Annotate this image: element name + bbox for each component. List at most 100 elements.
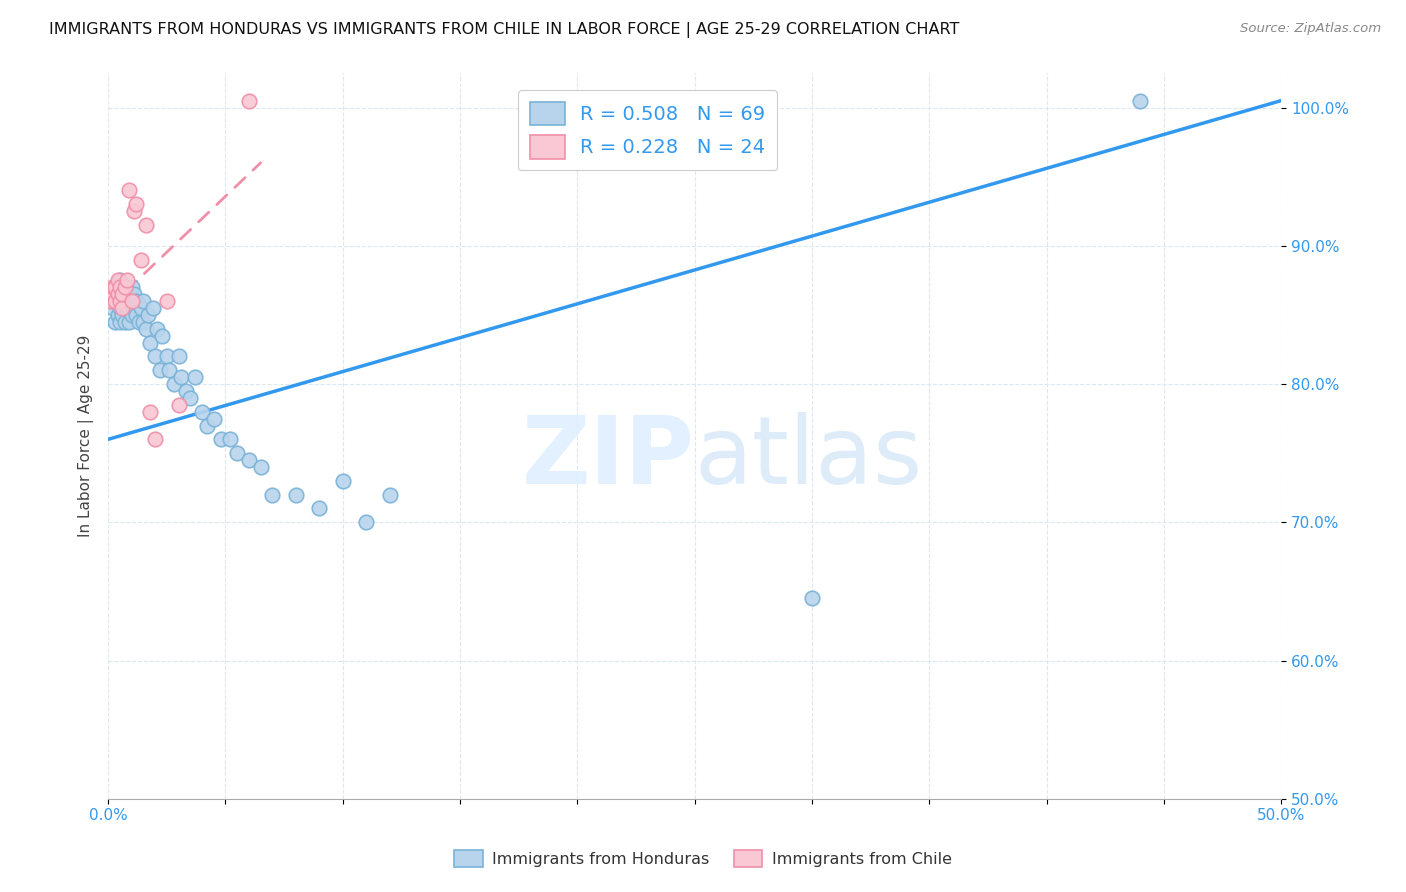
Point [135, 218, 157, 232]
Point [115, 273, 138, 287]
Point [111, 280, 134, 294]
Point [167, 398, 190, 412]
Point [179, 391, 201, 405]
Point [121, 308, 143, 322]
Point [118, 301, 141, 315]
Point [195, 418, 218, 433]
Point [209, 433, 232, 447]
Point [114, 301, 136, 315]
Point [135, 322, 157, 336]
Point [101, 301, 124, 315]
Point [157, 363, 180, 377]
Point [800, 591, 823, 606]
Text: Source: ZipAtlas.com: Source: ZipAtlas.com [1240, 22, 1381, 36]
Point [108, 280, 131, 294]
Point [104, 315, 127, 329]
Point [284, 488, 307, 502]
Point [156, 294, 179, 309]
Point [114, 315, 136, 329]
Point [174, 384, 197, 398]
Point [104, 280, 127, 294]
Point [167, 350, 190, 364]
Point [226, 446, 249, 460]
Point [143, 350, 166, 364]
Point [104, 294, 127, 309]
Point [100, 294, 122, 309]
Point [149, 363, 172, 377]
Point [132, 315, 155, 329]
Point [354, 516, 377, 530]
Point [104, 287, 127, 301]
Text: atlas: atlas [695, 411, 922, 504]
Point [114, 280, 136, 294]
Point [101, 280, 124, 294]
Point [111, 294, 134, 309]
Point [125, 294, 148, 309]
Point [115, 301, 138, 315]
Point [101, 287, 124, 301]
Point [184, 370, 207, 384]
Point [163, 377, 186, 392]
Point [129, 252, 152, 267]
Point [108, 301, 131, 315]
Point [122, 204, 145, 219]
Point [107, 308, 129, 322]
Point [111, 287, 134, 301]
Point [202, 411, 225, 425]
Point [125, 308, 148, 322]
Point [114, 294, 136, 309]
Point [378, 488, 401, 502]
Legend: R = 0.508   N = 69, R = 0.228   N = 24: R = 0.508 N = 69, R = 0.228 N = 24 [519, 90, 778, 170]
Point [332, 474, 354, 488]
Point [170, 370, 193, 384]
Point [262, 488, 284, 502]
Point [136, 308, 159, 322]
Point [111, 308, 134, 322]
Point [111, 301, 134, 315]
Point [115, 287, 138, 301]
Point [108, 287, 131, 301]
Point [107, 280, 129, 294]
Point [139, 405, 162, 419]
Point [101, 280, 124, 294]
Point [128, 315, 150, 329]
Point [146, 322, 169, 336]
Point [107, 273, 129, 287]
Point [118, 184, 141, 198]
Text: IMMIGRANTS FROM HONDURAS VS IMMIGRANTS FROM CHILE IN LABOR FORCE | AGE 25-29 COR: IMMIGRANTS FROM HONDURAS VS IMMIGRANTS F… [49, 22, 959, 38]
Point [108, 273, 131, 287]
Point [129, 301, 152, 315]
Point [128, 297, 150, 311]
Point [108, 315, 131, 329]
Legend: Immigrants from Honduras, Immigrants from Chile: Immigrants from Honduras, Immigrants fro… [447, 843, 959, 873]
Point [308, 501, 330, 516]
Text: ZIP: ZIP [522, 411, 695, 504]
Point [150, 328, 173, 343]
Point [238, 453, 260, 467]
Point [118, 315, 141, 329]
Point [132, 294, 155, 309]
Point [143, 433, 166, 447]
Point [139, 335, 162, 350]
Point [125, 197, 148, 211]
Point [121, 280, 143, 294]
Point [249, 460, 271, 475]
Point [219, 433, 242, 447]
Point [118, 287, 141, 301]
Point [156, 350, 179, 364]
Y-axis label: In Labor Force | Age 25-29: In Labor Force | Age 25-29 [79, 334, 94, 537]
Point [104, 294, 127, 309]
Point [121, 294, 143, 309]
Point [122, 301, 145, 315]
Point [142, 301, 165, 315]
Point [1129, 94, 1152, 108]
Point [107, 287, 129, 301]
Point [108, 294, 131, 309]
Point [121, 294, 143, 309]
Point [100, 294, 122, 309]
Point [191, 405, 214, 419]
Point [107, 294, 129, 309]
Point [114, 280, 136, 294]
Point [238, 94, 260, 108]
Point [122, 287, 145, 301]
